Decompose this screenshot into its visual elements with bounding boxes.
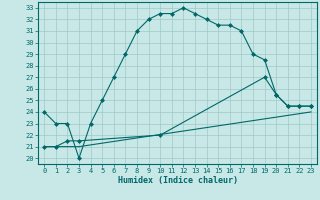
X-axis label: Humidex (Indice chaleur): Humidex (Indice chaleur): [118, 176, 238, 185]
